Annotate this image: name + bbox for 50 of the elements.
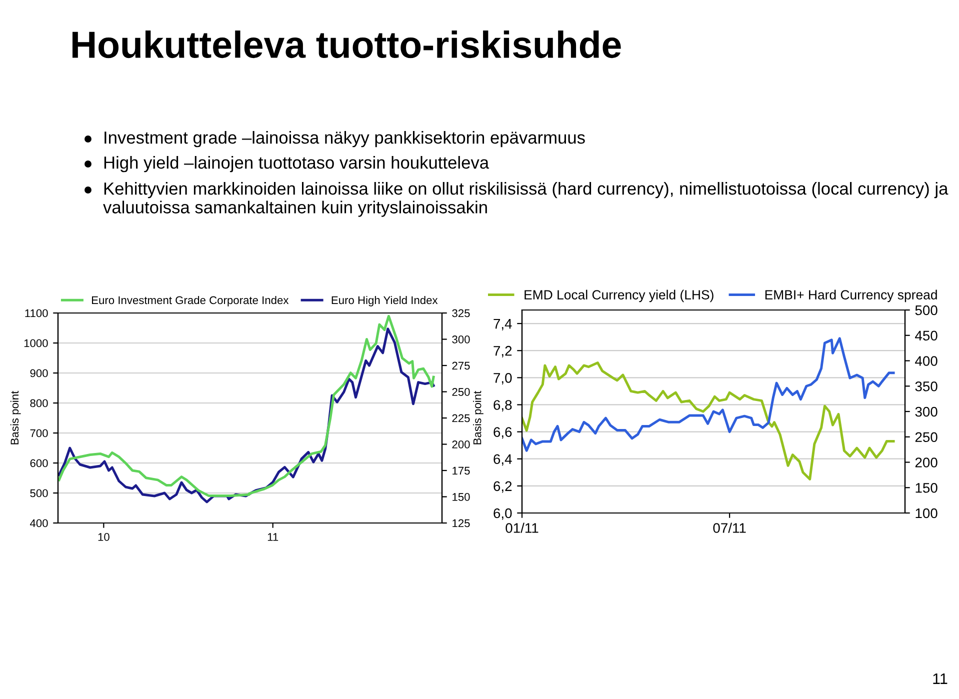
line-series bbox=[522, 337, 895, 452]
y2-tick-label: 250 bbox=[915, 432, 938, 442]
y2-tick-label: 300 bbox=[452, 336, 470, 344]
legend-label: EMD Local Currency yield (LHS) bbox=[524, 290, 714, 302]
y2-tick-label: 350 bbox=[915, 381, 938, 392]
text: High yield –lainojen tuottotaso varsin houkutteleva bbox=[104, 156, 490, 172]
y2-tick-label: 150 bbox=[452, 493, 470, 501]
y-tick-label: 900 bbox=[30, 369, 48, 378]
line-series bbox=[522, 362, 895, 480]
y-tick-label: 6,6 bbox=[494, 427, 512, 439]
y2-tick-label: 175 bbox=[452, 466, 470, 475]
y-tick-label: 500 bbox=[30, 489, 48, 498]
x-tick-label: 01/11 bbox=[506, 522, 538, 533]
y-tick-label: 1000 bbox=[24, 339, 48, 348]
y2-tick-label: 275 bbox=[452, 362, 470, 370]
y2-tick-label: 400 bbox=[915, 356, 938, 366]
y-tick-label: 600 bbox=[30, 459, 48, 468]
y-tick-label: 6,4 bbox=[494, 454, 512, 466]
y-tick-label: 6,8 bbox=[494, 400, 512, 412]
y2-tick-label: 325 bbox=[452, 309, 470, 318]
y-tick-label: 400 bbox=[30, 519, 48, 528]
x-tick-label: 07/11 bbox=[713, 522, 746, 533]
y2-tick-label: 300 bbox=[915, 406, 938, 417]
y-tick-label: 7,4 bbox=[494, 319, 512, 330]
y2-tick-label: 100 bbox=[916, 508, 938, 518]
text: Houkutteleva tuotto-riskisuhde bbox=[72, 30, 621, 58]
text: Kehittyvien markkinoiden lainoissa liike on ollut riskilisissä (hard currency), nimellistuotoissa (local currency) ja valuutoissa samankaltainen kuin yrityslainoissakin bbox=[103, 182, 948, 217]
y2-tick-label: 500 bbox=[915, 305, 938, 316]
y2-tick-label: 450 bbox=[915, 330, 938, 341]
y2-axis-title: Basis point bbox=[473, 390, 484, 444]
y2-tick-label: 250 bbox=[452, 388, 470, 396]
legend-label: Euro Investment Grade Corporate Index bbox=[92, 296, 289, 306]
legend-label: EMBI+ Hard Currency spread bbox=[765, 290, 937, 302]
x-tick-label: 10 bbox=[98, 533, 110, 541]
y2-tick-label: 225 bbox=[452, 414, 470, 422]
text: 11 bbox=[933, 673, 948, 684]
y-axis-title: Basis point bbox=[10, 390, 21, 444]
y-tick-label: 1100 bbox=[25, 309, 48, 318]
y-tick-label: 800 bbox=[30, 399, 48, 408]
text: Investment grade –lainoissa näkyy pankkisektorin epävarmuus bbox=[104, 131, 585, 148]
y2-tick-label: 200 bbox=[915, 458, 938, 468]
y-tick-label: 6,0 bbox=[494, 508, 512, 520]
legend-label: Euro High Yield Index bbox=[332, 296, 438, 306]
y-tick-label: 6,2 bbox=[494, 481, 512, 493]
y2-tick-label: 200 bbox=[452, 440, 470, 448]
y2-tick-label: 125 bbox=[452, 519, 470, 528]
y-tick-label: 7,0 bbox=[494, 373, 512, 384]
y2-tick-label: 150 bbox=[916, 482, 938, 493]
y-tick-label: 7,2 bbox=[494, 346, 512, 358]
y-tick-label: 700 bbox=[30, 429, 48, 438]
